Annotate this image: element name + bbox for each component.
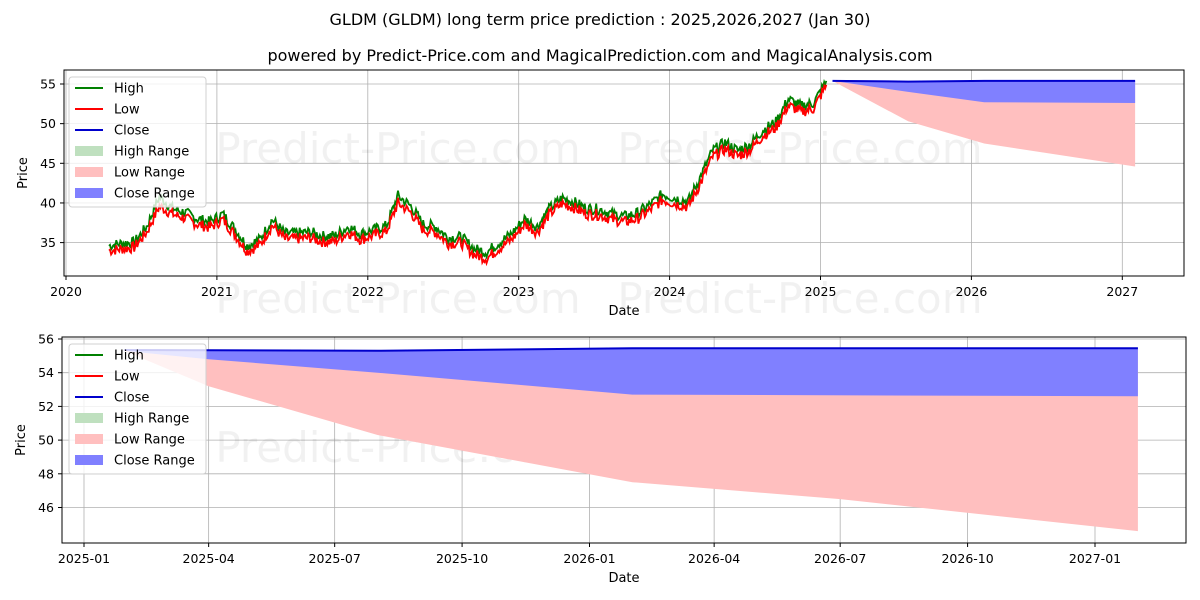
- y-tick-label: 46: [38, 500, 54, 515]
- legend-label: High: [114, 82, 144, 97]
- legend-patch-icon: [75, 455, 103, 465]
- y-tick-label: 55: [40, 77, 56, 92]
- x-tick-label: 2026-07: [814, 551, 866, 566]
- close-forecast-line: [832, 81, 1135, 82]
- legend-label: Low Range: [114, 166, 185, 181]
- x-tick-label: 2025-04: [183, 551, 235, 566]
- forecast-detail-chart: Predict-Price.comPredict-Price.com 2025-…: [14, 332, 1186, 587]
- legend-patch-icon: [75, 188, 103, 198]
- bottom-legend: High Low Close High Range Low Range Close Ran…: [69, 344, 206, 474]
- legend-patch-icon: [75, 167, 103, 177]
- x-tick-label: 2020: [50, 284, 82, 299]
- x-tick-label: 2026-01: [563, 551, 615, 566]
- top-x-axis-label: Date: [608, 304, 639, 319]
- x-tick-label: 2024: [654, 284, 686, 299]
- y-tick-label: 35: [40, 235, 56, 250]
- legend-patch-icon: [75, 413, 103, 423]
- x-tick-label: 2027-01: [1069, 551, 1121, 566]
- x-tick-label: 2027: [1106, 284, 1138, 299]
- x-tick-label: 2026-10: [941, 551, 993, 566]
- legend-label: Close: [114, 124, 149, 139]
- x-tick-label: 2025-10: [436, 551, 488, 566]
- top-legend: High Low Close High Range Low Range Close Ran…: [69, 77, 206, 207]
- top-y-axis: 35 40 45 50 55: [40, 77, 64, 251]
- x-tick-label: 2026: [955, 284, 987, 299]
- y-tick-label: 50: [40, 116, 56, 131]
- x-tick-label: 2023: [503, 284, 535, 299]
- legend-label: Low: [114, 370, 140, 385]
- x-tick-label: 2026-04: [688, 551, 740, 566]
- legend-label: High Range: [114, 412, 189, 427]
- x-tick-label: 2025-07: [309, 551, 361, 566]
- svg-text:Predict-Price.com: Predict-Price.com: [617, 124, 982, 173]
- legend-label: High: [114, 349, 144, 364]
- y-tick-label: 45: [40, 156, 56, 171]
- legend-label: Low Range: [114, 433, 185, 448]
- y-tick-label: 48: [38, 466, 54, 481]
- x-tick-label: 2025-01: [58, 551, 110, 566]
- y-tick-label: 54: [38, 365, 54, 380]
- y-tick-label: 40: [40, 195, 56, 210]
- legend-label: High Range: [114, 145, 189, 160]
- x-tick-label: 2025: [805, 284, 837, 299]
- y-tick-label: 50: [38, 433, 54, 448]
- bottom-y-axis-label: Price: [14, 424, 29, 456]
- legend-patch-icon: [75, 146, 103, 156]
- y-tick-label: 56: [38, 332, 54, 347]
- x-tick-label: 2022: [352, 284, 384, 299]
- bottom-y-axis: 46 48 50 52 54 56: [38, 332, 62, 516]
- legend-label: Close Range: [114, 454, 195, 469]
- top-y-axis-label: Price: [16, 157, 31, 189]
- legend-label: Close: [114, 391, 149, 406]
- svg-text:Predict-Price.com: Predict-Price.com: [215, 124, 580, 173]
- x-tick-label: 2021: [201, 284, 233, 299]
- legend-patch-icon: [75, 434, 103, 444]
- legend-label: Low: [114, 103, 140, 118]
- y-tick-label: 52: [38, 399, 54, 414]
- bottom-x-axis-label: Date: [608, 571, 639, 586]
- long-term-price-chart: Predict-Price.comPredict-Price.comPredic…: [16, 70, 1184, 323]
- legend-label: Close Range: [114, 187, 195, 202]
- bottom-x-axis: 2025-01 2025-04 2025-07 2025-10 2026-01 2026-…: [58, 543, 1121, 566]
